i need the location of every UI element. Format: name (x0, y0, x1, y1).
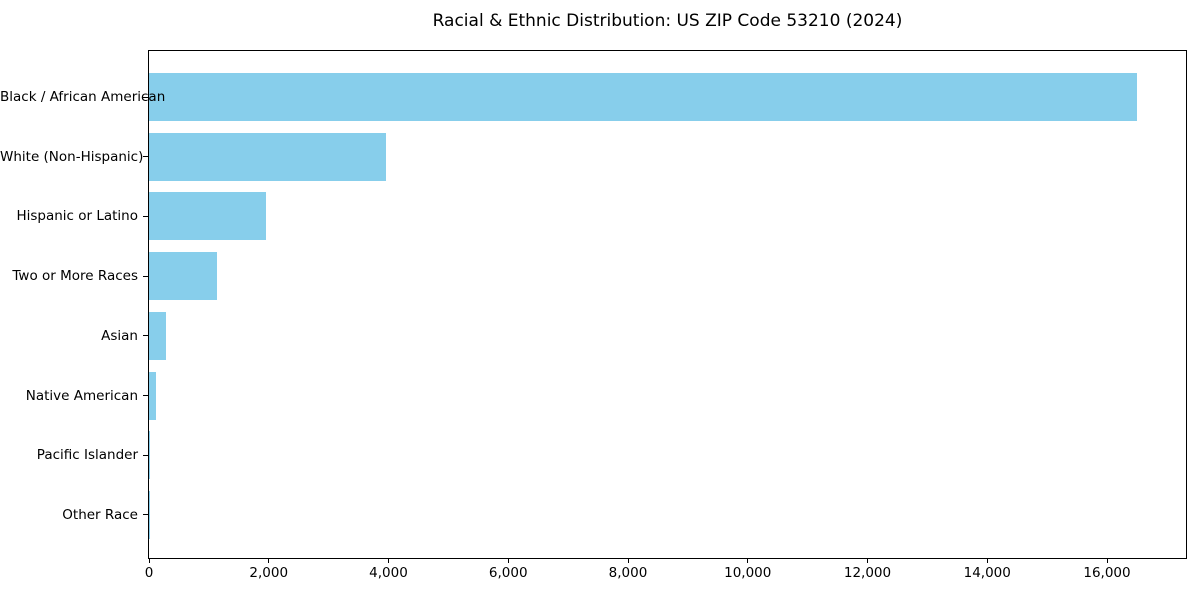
x-tick-mark (148, 559, 150, 563)
y-tick-mark (143, 395, 148, 396)
y-tick-label-white-non-hispanic: White (Non-Hispanic) (0, 148, 144, 165)
y-tick-mark (143, 335, 148, 337)
y-tick-mark (143, 156, 148, 158)
y-tick-mark (143, 514, 148, 516)
bar-black-african-american (149, 73, 1137, 121)
y-tick-label-other-race: Other Race (62, 506, 138, 523)
x-tick-label: 14,000 (963, 565, 1011, 581)
x-tick-mark (268, 559, 270, 563)
bar-two-or-more-races (149, 252, 218, 301)
x-tick-mark (867, 559, 868, 563)
plot-area (148, 50, 1187, 559)
x-tick-mark (388, 559, 389, 563)
x-tick-label: 0 (144, 565, 154, 581)
y-tick-label-black-african-american: Black / African American (0, 89, 166, 105)
x-tick-label: 4,000 (369, 565, 408, 581)
y-tick-label-hispanic-or-latino: Hispanic or Latino (16, 208, 138, 225)
x-tick-label: 8,000 (608, 565, 648, 581)
x-tick-mark (627, 559, 629, 563)
y-tick-mark (143, 215, 148, 217)
y-tick-mark (143, 275, 148, 277)
x-tick-label: 12,000 (843, 565, 892, 581)
bar-white-non-hispanic (149, 132, 386, 181)
bar-hispanic-or-latino (149, 192, 266, 241)
bar-pacific-islander (149, 431, 150, 480)
x-tick-label: 2,000 (249, 565, 289, 581)
y-tick-mark (143, 96, 148, 98)
bar-asian (149, 311, 167, 360)
y-tick-label-native-american: Native American (25, 387, 138, 404)
x-tick-mark (986, 559, 988, 563)
x-tick-label: 6,000 (488, 565, 528, 581)
y-tick-mark (143, 454, 148, 456)
x-tick-mark (747, 559, 749, 563)
x-tick-mark (1106, 559, 1108, 563)
y-tick-label-pacific-islander: Pacific Islander (36, 447, 138, 464)
bar-other-race (149, 490, 150, 539)
bar-native-american (149, 371, 157, 420)
x-tick-mark (507, 559, 509, 563)
x-tick-label: 10,000 (724, 565, 772, 581)
x-tick-label: 16,000 (1083, 565, 1131, 581)
chart-title: Racial & Ethnic Distribution: US ZIP Cod… (432, 11, 903, 31)
y-tick-label-two-or-more-races: Two or More Races (12, 268, 138, 285)
y-tick-label-asian: Asian (101, 327, 138, 344)
